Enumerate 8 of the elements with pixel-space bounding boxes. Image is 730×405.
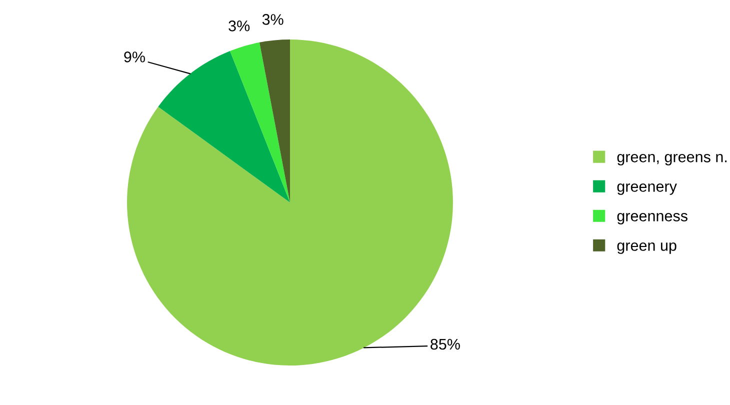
data-label: 9% — [124, 52, 145, 62]
data-label: 3% — [228, 20, 250, 32]
legend-label: greenery — [617, 183, 677, 195]
legend-label: greenness — [617, 212, 688, 224]
legend-label: green up — [617, 242, 676, 254]
data-label: 85% — [430, 338, 460, 350]
legend-label: green, greens n. — [617, 154, 727, 166]
data-label: 3% — [262, 14, 284, 25]
